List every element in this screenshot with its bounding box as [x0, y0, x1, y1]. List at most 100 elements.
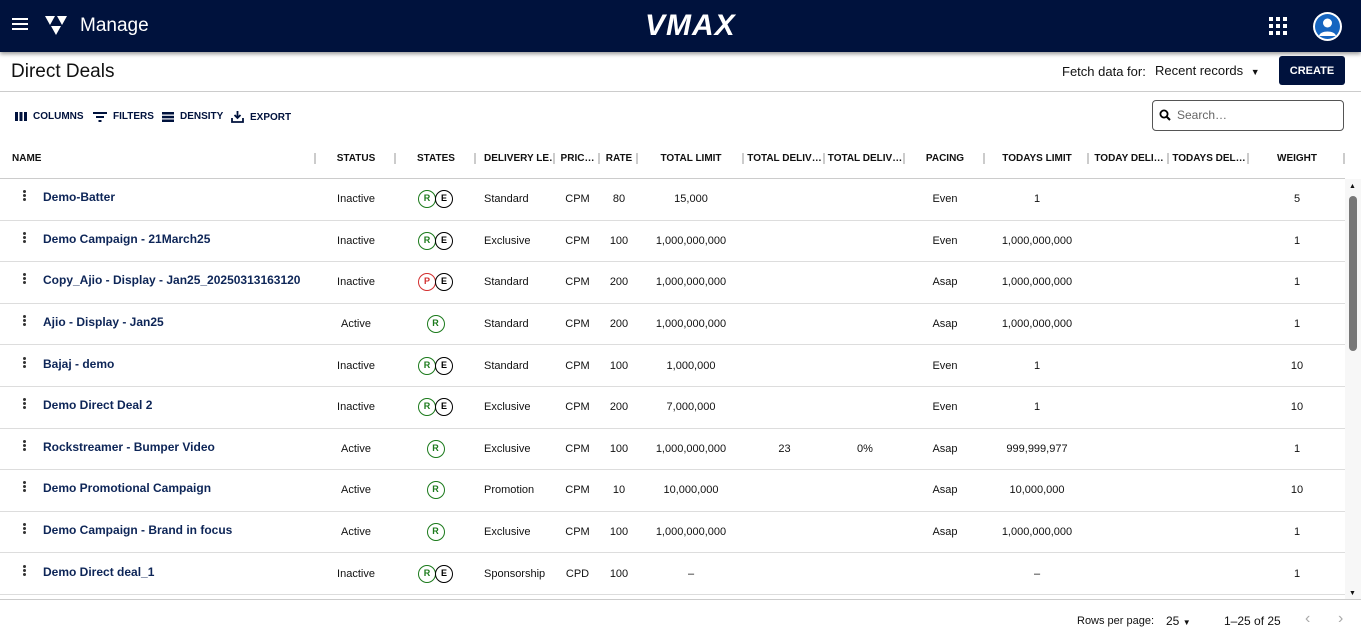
- pricing-cell: CPM: [565, 359, 590, 372]
- total-limit-cell: 7,000,000: [666, 401, 716, 414]
- table-row[interactable]: Ajio - Display - Jan25 Active R Standard CPM…: [0, 304, 1345, 346]
- column-header-pacing[interactable]: PACING: [905, 152, 985, 164]
- row-actions-kebab-icon[interactable]: [23, 190, 26, 202]
- delivery-cell: Exclusive: [484, 526, 531, 539]
- export-button[interactable]: EXPORT: [231, 111, 291, 123]
- column-header-weight[interactable]: WEIGHT: [1249, 152, 1345, 164]
- states-cell: R: [396, 439, 476, 458]
- delivery-cell: Exclusive: [484, 401, 531, 414]
- weight-cell: 10: [1290, 484, 1304, 497]
- total-limit-cell: –: [687, 567, 695, 580]
- deal-name-link[interactable]: Demo Promotional Campaign: [43, 481, 212, 496]
- table-row[interactable]: Rockstreamer - Bumper Video Active R Exclus…: [0, 429, 1345, 471]
- state-badge-E: E: [435, 564, 453, 583]
- columns-button[interactable]: COLUMNS: [15, 111, 84, 122]
- table-row[interactable]: Demo Campaign - 21March25 Inactive R E Exclu…: [0, 221, 1345, 263]
- user-avatar-icon[interactable]: [1313, 12, 1342, 41]
- row-actions-kebab-icon[interactable]: [23, 439, 26, 452]
- deal-name-link[interactable]: Demo-Batter: [43, 190, 116, 205]
- column-header-total-delivered[interactable]: TOTAL DELIV…: [744, 152, 825, 164]
- state-badge-R: R: [418, 398, 436, 417]
- table-row[interactable]: Copy_Ajio - Display - Jan25_202503131631…: [0, 262, 1345, 304]
- todays-limit-cell: –: [1033, 567, 1041, 580]
- rate-cell: 200: [609, 318, 629, 331]
- row-actions-kebab-icon[interactable]: [23, 564, 26, 577]
- column-header-pricing[interactable]: PRIC…: [555, 152, 600, 164]
- fetch-data-select[interactable]: Recent records ▼: [1155, 63, 1260, 78]
- todays-limit-cell: 1,000,000,000: [1001, 276, 1073, 289]
- deal-name-cell: Demo-Batter: [0, 190, 316, 204]
- data-grid: COLUMNS FILTERS DENSITY EXPORT Search… N…: [0, 91, 1361, 639]
- todays-limit-cell: 1,000,000,000: [1001, 234, 1073, 247]
- state-badge-E: E: [435, 190, 453, 209]
- row-actions-kebab-icon[interactable]: [23, 273, 26, 285]
- status-cell: Inactive: [337, 401, 375, 414]
- brand-logo: VMAX: [645, 9, 736, 42]
- table-row[interactable]: Bajaj - demo Inactive R E Standard CPM 100 1,00…: [0, 345, 1345, 387]
- column-header-status[interactable]: STATUS: [316, 152, 396, 164]
- table-row[interactable]: Demo Direct Deal 2 Inactive R E Exclusive CPM…: [0, 387, 1345, 429]
- states-cell: R: [396, 481, 476, 500]
- table-row[interactable]: Demo-Batter Inactive R E Standard CPM 80 15,000…: [0, 179, 1345, 221]
- row-actions-kebab-icon[interactable]: [23, 398, 26, 410]
- table-row[interactable]: Demo Campaign - Brand in focus Active R Exc…: [0, 512, 1345, 554]
- pricing-cell: CPM: [565, 276, 590, 289]
- row-actions-kebab-icon[interactable]: [23, 481, 26, 493]
- column-header-total-delivered-pct[interactable]: TOTAL DELIV…: [825, 152, 905, 164]
- deal-name-cell: Demo Direct deal_1: [0, 564, 316, 579]
- row-actions-kebab-icon[interactable]: [23, 315, 26, 327]
- create-button[interactable]: CREATE: [1279, 56, 1345, 85]
- deal-name-link[interactable]: Ajio - Display - Jan25: [43, 315, 164, 330]
- column-header-rate[interactable]: RATE: [600, 152, 638, 164]
- status-cell: Active: [341, 526, 371, 539]
- total-limit-cell: 1,000,000,000: [655, 526, 727, 539]
- deal-name-link[interactable]: Rockstreamer - Bumper Video: [43, 439, 215, 454]
- column-header-todays-limit[interactable]: TODAYS LIMIT: [985, 152, 1089, 164]
- deal-name-link[interactable]: Copy_Ajio - Display - Jan25_202503131631…: [43, 273, 301, 288]
- column-header-delivery-level[interactable]: DELIVERY LE…: [476, 152, 555, 164]
- total-limit-cell: 10,000,000: [663, 484, 719, 497]
- search-input[interactable]: Search…: [1152, 100, 1344, 131]
- apps-grid-icon[interactable]: [1269, 17, 1287, 35]
- todays-limit-cell: 999,999,977: [1006, 442, 1068, 455]
- prev-page-icon[interactable]: ‹: [1305, 610, 1311, 627]
- pricing-cell: CPM: [565, 442, 590, 455]
- weight-cell: 10: [1290, 359, 1304, 372]
- delivery-cell: Standard: [484, 359, 529, 372]
- column-header-states[interactable]: STATES: [396, 152, 476, 164]
- next-page-icon[interactable]: ›: [1338, 610, 1344, 627]
- deal-name-link[interactable]: Demo Campaign - 21March25: [43, 231, 211, 246]
- column-header-name[interactable]: NAME: [0, 152, 316, 164]
- deal-name-link[interactable]: Demo Campaign - Brand in focus: [43, 523, 233, 538]
- deal-name-cell: Demo Campaign - Brand in focus: [0, 523, 316, 537]
- table-header: NAME STATUS STATES DELIVERY LE… PRIC… RATE TOT…: [0, 138, 1345, 179]
- vertical-scrollbar[interactable]: ▲ ▼: [1345, 179, 1361, 599]
- column-header-todays-delivered-pct[interactable]: TODAYS DEL…: [1169, 152, 1249, 164]
- state-badge-R: R: [418, 231, 436, 250]
- total-limit-cell: 1,000,000,000: [655, 234, 727, 247]
- row-actions-kebab-icon[interactable]: [23, 231, 26, 244]
- density-button[interactable]: DENSITY: [162, 111, 223, 122]
- row-actions-kebab-icon[interactable]: [23, 356, 26, 369]
- table-row[interactable]: Demo Direct deal_1 Inactive R E Sponsorship C…: [0, 553, 1345, 595]
- column-header-today-delivered[interactable]: TODAY DELI…: [1089, 152, 1169, 164]
- total-limit-cell: 15,000: [674, 193, 708, 206]
- deal-name-link[interactable]: Demo Direct deal_1: [43, 564, 155, 579]
- table-row[interactable]: Demo Promotional Campaign Active R Promotio…: [0, 470, 1345, 512]
- column-header-total-limit[interactable]: TOTAL LIMIT: [638, 152, 744, 164]
- state-badge-R: R: [426, 315, 445, 334]
- todays-limit-cell: 1,000,000,000: [1001, 526, 1073, 539]
- todays-limit-cell: 1: [1033, 193, 1041, 206]
- scrollbar-thumb[interactable]: [1349, 196, 1357, 351]
- deal-name-link[interactable]: Bajaj - demo: [43, 356, 115, 371]
- filters-button[interactable]: FILTERS: [93, 111, 154, 122]
- row-actions-kebab-icon[interactable]: [23, 523, 26, 535]
- rows-per-page-select[interactable]: 25 ▼: [1166, 614, 1191, 628]
- state-badge-E: E: [435, 398, 453, 417]
- todays-limit-cell: 1: [1033, 401, 1041, 414]
- deal-name-link[interactable]: Demo Direct Deal 2: [43, 398, 153, 413]
- status-cell: Inactive: [337, 359, 375, 372]
- hamburger-menu-icon[interactable]: [12, 18, 28, 30]
- filters-label: FILTERS: [113, 111, 154, 122]
